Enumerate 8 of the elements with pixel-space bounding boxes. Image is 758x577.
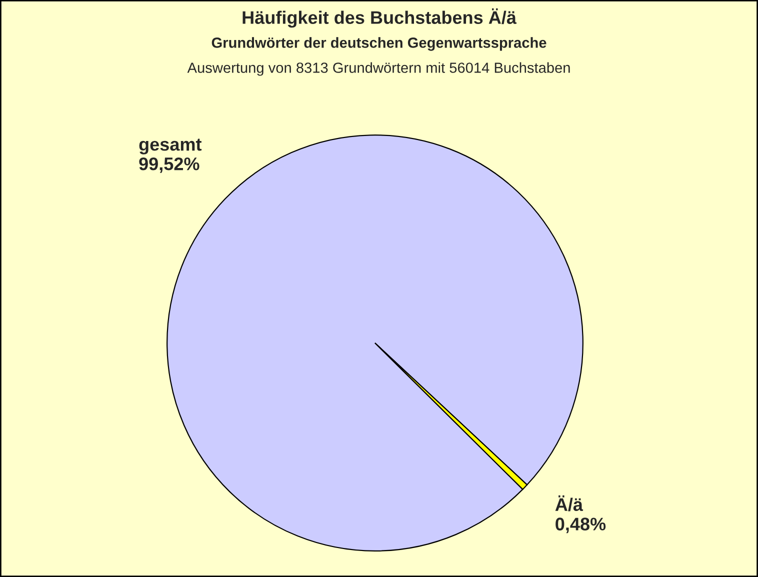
data-label: 99,52% — [139, 157, 200, 173]
chart-title: Häufigkeit des Buchstabens Ä/ä — [242, 8, 517, 28]
slice-label: Ä/ä — [555, 495, 584, 512]
text: Auswertung von 8313 Grundwörtern mit 56014 Buchstaben — [187, 62, 570, 76]
pie-slice — [374, 342, 528, 490]
chart-subtitle: Grundwörter der deutschen Gegenwartssprache — [212, 37, 546, 51]
data-label: 0,48% — [556, 518, 606, 534]
slice-label: gesamt — [139, 138, 202, 154]
